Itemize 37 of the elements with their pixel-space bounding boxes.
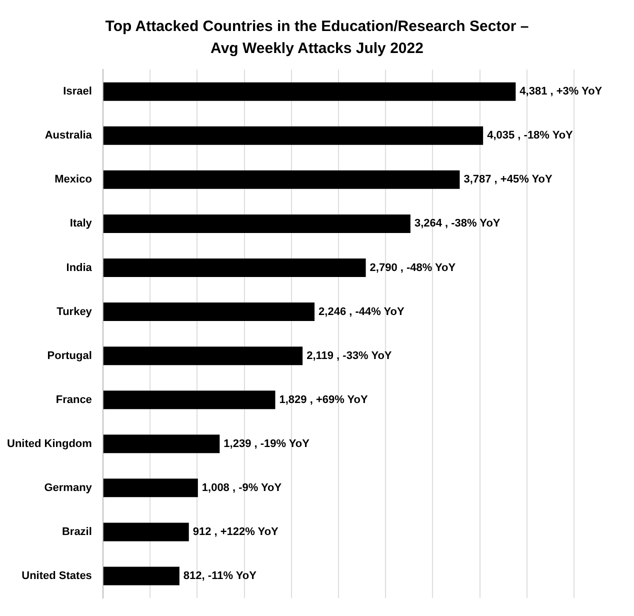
bar bbox=[103, 126, 484, 145]
data-label: 2,246 , -44% YoY bbox=[318, 306, 406, 318]
bar bbox=[103, 346, 303, 366]
data-label: 3,264 , -38% YoY bbox=[414, 218, 501, 230]
data-label: 1,239 , -19% YoY bbox=[224, 438, 310, 450]
y-tick-label: Turkey bbox=[56, 306, 93, 318]
y-tick-label: United States bbox=[22, 570, 92, 582]
data-label: 2,119 , -33% YoY bbox=[306, 350, 392, 362]
bar bbox=[103, 522, 189, 542]
bar bbox=[103, 302, 315, 322]
data-label: 812, -11% YoY bbox=[183, 570, 258, 582]
bar bbox=[103, 566, 180, 586]
data-label: 4,035 , -18% YoY bbox=[487, 130, 574, 142]
y-tick-label: Australia bbox=[44, 130, 93, 142]
bar bbox=[103, 390, 276, 410]
data-label: 4,381 , +3% YoY bbox=[520, 86, 603, 98]
bar bbox=[103, 434, 220, 454]
y-tick-label: Israel bbox=[63, 86, 92, 98]
y-tick-label: Portugal bbox=[47, 350, 92, 362]
bar bbox=[103, 170, 460, 189]
y-tick-label: Brazil bbox=[62, 526, 92, 538]
y-tick-label: France bbox=[56, 394, 92, 406]
y-tick-label: India bbox=[66, 262, 93, 274]
y-tick-label: Italy bbox=[70, 218, 93, 230]
data-label: 912 , +122% YoY bbox=[192, 526, 280, 538]
bar bbox=[103, 478, 198, 498]
data-label: 1,829 , +69% YoY bbox=[279, 394, 368, 406]
data-label: 3,787 , +45% YoY bbox=[464, 174, 553, 186]
y-tick-label: Mexico bbox=[54, 174, 92, 186]
data-label: 1,008 , -9% YoY bbox=[202, 482, 282, 494]
bar bbox=[103, 82, 516, 101]
chart-title: Top Attacked Countries in the Education/Research Sector – Avg Weekly Attacks July 2022 bbox=[104, 17, 530, 59]
bar bbox=[103, 214, 410, 233]
y-tick-label: Germany bbox=[44, 482, 93, 494]
bar bbox=[103, 258, 366, 277]
y-tick-label: United Kingdom bbox=[6, 438, 92, 450]
data-label: 2,790 , -48% YoY bbox=[370, 262, 456, 274]
